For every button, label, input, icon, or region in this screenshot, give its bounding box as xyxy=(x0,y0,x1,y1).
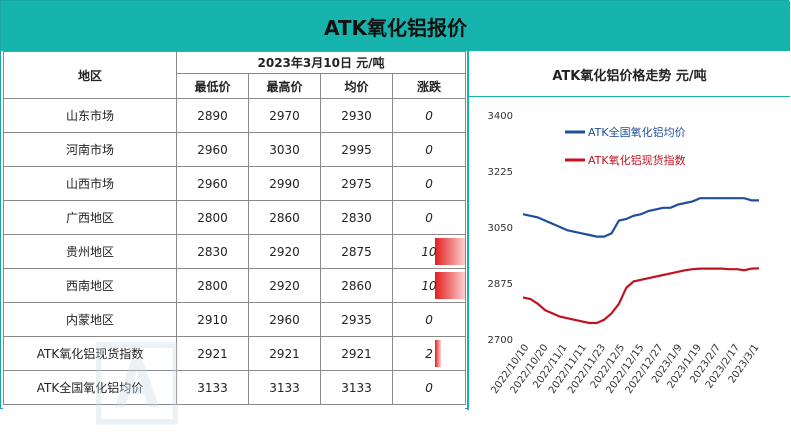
low-price-cell: 2910 xyxy=(176,302,249,337)
low-price-cell: 2921 xyxy=(176,336,249,371)
change-cell: 10 xyxy=(391,268,467,303)
table-row: ATK氧化铝现货指数 2921 2921 2921 2 xyxy=(3,336,467,371)
low-price-cell: 2800 xyxy=(176,200,249,235)
table-row: 山东市场 2890 2970 2930 0 xyxy=(3,98,467,133)
high-price-cell: 2921 xyxy=(248,336,321,371)
change-value: 2 xyxy=(425,346,433,361)
change-value: 10 xyxy=(421,278,437,293)
chart-panel: ATK氧化铝价格走势 元/吨 3400 3225 3050 2875 2700 2022/… xyxy=(467,51,790,410)
high-price-cell: 2960 xyxy=(248,302,321,337)
region-header: 地区 xyxy=(3,51,177,99)
change-databar xyxy=(435,340,441,367)
table-row: ATK全国氧化铝均价 3133 3133 3133 0 xyxy=(3,370,467,405)
high-price-cell: 2860 xyxy=(248,200,321,235)
legend-label-1: ATK氧化铝现货指数 xyxy=(588,153,686,167)
region-cell: 山西市场 xyxy=(3,166,177,201)
high-price-cell: 2920 xyxy=(248,234,321,269)
high-price-cell: 2970 xyxy=(248,98,321,133)
high-price-cell: 3133 xyxy=(248,370,321,405)
region-cell: ATK氧化铝现货指数 xyxy=(3,336,177,371)
y-tick-label: 2700 xyxy=(488,335,513,346)
change-value: 10 xyxy=(421,244,437,259)
chart-divider xyxy=(469,96,790,97)
change-databar xyxy=(435,238,465,265)
series-line-0 xyxy=(522,197,759,238)
low-price-cell: 2830 xyxy=(176,234,249,269)
table-row: 山西市场 2960 2990 2975 0 xyxy=(3,166,467,201)
low-price-cell: 2800 xyxy=(176,268,249,303)
region-cell: ATK全国氧化铝均价 xyxy=(3,370,177,405)
region-cell: 广西地区 xyxy=(3,200,177,235)
series-line-1 xyxy=(522,267,760,325)
column-header-avg: 均价 xyxy=(320,73,393,99)
date-header: 2023年3月10日 元/吨 xyxy=(175,51,467,74)
change-cell: 0 xyxy=(391,98,467,133)
y-tick-label: 2875 xyxy=(488,279,513,290)
chart-title: ATK氧化铝价格走势 元/吨 xyxy=(552,69,707,84)
y-tick-label: 3050 xyxy=(488,223,513,234)
region-cell: 山东市场 xyxy=(3,98,177,133)
table-row: 西南地区 2800 2920 2860 10 xyxy=(3,268,467,303)
avg-price-cell: 2830 xyxy=(320,200,393,235)
change-cell: 2 xyxy=(391,336,467,371)
legend-label-0: ATK全国氧化铝均价 xyxy=(588,125,686,139)
low-price-cell: 3133 xyxy=(176,370,249,405)
high-price-cell: 2990 xyxy=(248,166,321,201)
table-row: 内蒙地区 2910 2960 2935 0 xyxy=(3,302,467,337)
region-cell: 西南地区 xyxy=(3,268,177,303)
report-title: ATK氧化铝报价 xyxy=(1,1,790,51)
table-row: 河南市场 2960 3030 2995 0 xyxy=(3,132,467,167)
change-cell: 0 xyxy=(391,370,467,405)
avg-price-cell: 2975 xyxy=(320,166,393,201)
region-cell: 河南市场 xyxy=(3,132,177,167)
avg-price-cell: 3133 xyxy=(320,370,393,405)
change-cell: 0 xyxy=(391,166,467,201)
table-row: 广西地区 2800 2860 2830 0 xyxy=(3,200,467,235)
avg-price-cell: 2875 xyxy=(320,234,393,269)
change-value: 0 xyxy=(425,210,433,225)
region-cell: 贵州地区 xyxy=(3,234,177,269)
low-price-cell: 2960 xyxy=(176,132,249,167)
change-value: 0 xyxy=(425,142,433,157)
avg-price-cell: 2921 xyxy=(320,336,393,371)
table-row: 贵州地区 2830 2920 2875 10 xyxy=(3,234,467,269)
change-cell: 10 xyxy=(391,234,467,269)
avg-price-cell: 2935 xyxy=(320,302,393,337)
change-value: 0 xyxy=(425,312,433,327)
column-header-low: 最低价 xyxy=(176,73,249,99)
change-value: 0 xyxy=(425,380,433,395)
price-table-panel: 地区 2023年3月10日 元/吨 最低价 最高价 均价 涨跌 山东市场 2890… xyxy=(3,51,467,438)
avg-price-cell: 2995 xyxy=(320,132,393,167)
low-price-cell: 2890 xyxy=(176,98,249,133)
change-cell: 0 xyxy=(391,200,467,235)
region-cell: 内蒙地区 xyxy=(3,302,177,337)
change-databar xyxy=(435,272,465,299)
y-tick-label: 3400 xyxy=(488,111,513,122)
column-header-high: 最高价 xyxy=(248,73,321,99)
change-cell: 0 xyxy=(391,132,467,167)
price-trend-chart: 340032253050287527002022/10/102022/10/20… xyxy=(488,111,762,396)
high-price-cell: 3030 xyxy=(248,132,321,167)
price-table: 地区 2023年3月10日 元/吨 最低价 最高价 均价 涨跌 山东市场 2890… xyxy=(3,51,467,405)
change-value: 0 xyxy=(425,108,433,123)
change-value: 0 xyxy=(425,176,433,191)
column-header-change: 涨跌 xyxy=(391,73,467,99)
y-tick-label: 3225 xyxy=(488,167,513,178)
avg-price-cell: 2860 xyxy=(320,268,393,303)
low-price-cell: 2960 xyxy=(176,166,249,201)
high-price-cell: 2920 xyxy=(248,268,321,303)
avg-price-cell: 2930 xyxy=(320,98,393,133)
change-cell: 0 xyxy=(391,302,467,337)
